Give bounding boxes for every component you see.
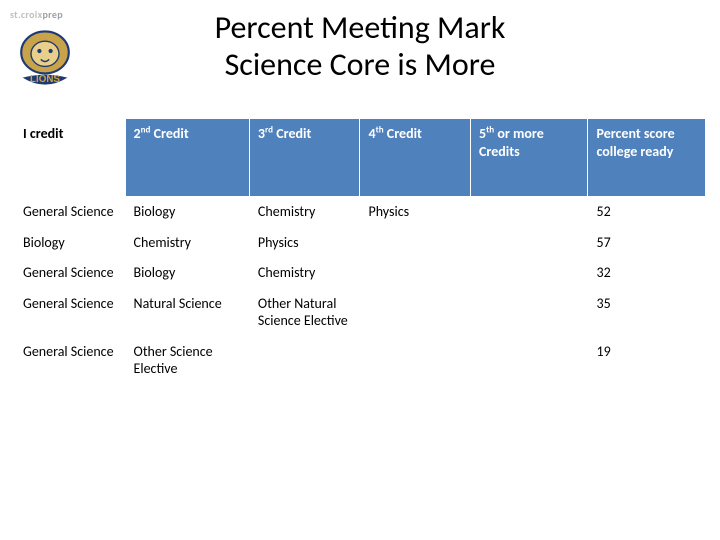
title-line2: Science Core is More (225, 45, 496, 84)
science-table: I credit2nd Credit3rd Credit4th Credit5t… (14, 118, 706, 385)
cell-0-0: General Science (15, 197, 126, 228)
cell-2-1: Biology (125, 258, 249, 289)
cell-4-4 (471, 336, 588, 384)
cell-1-0: Biology (15, 227, 126, 258)
table-body: General ScienceBiologyChemistryPhysics52… (15, 197, 706, 385)
cell-4-2 (249, 336, 360, 384)
cell-4-1: Other Science Elective (125, 336, 249, 384)
cell-3-5: 35 (588, 288, 706, 336)
cell-1-2: Physics (249, 227, 360, 258)
cell-3-1: Natural Science (125, 288, 249, 336)
col-header-5: Percent score college ready (588, 119, 706, 197)
cell-4-0: General Science (15, 336, 126, 384)
cell-0-1: Biology (125, 197, 249, 228)
cell-0-5: 52 (588, 197, 706, 228)
col-header-3: 4th Credit (360, 119, 471, 197)
cell-1-3 (360, 227, 471, 258)
col-header-1: 2nd Credit (125, 119, 249, 197)
cell-1-4 (471, 227, 588, 258)
cell-2-5: 32 (588, 258, 706, 289)
cell-3-2: Other Natural Science Elective (249, 288, 360, 336)
cell-2-2: Chemistry (249, 258, 360, 289)
col-header-4: 5th or more Credits (471, 119, 588, 197)
science-table-container: I credit2nd Credit3rd Credit4th Credit5t… (14, 118, 706, 385)
brand-line2: prep (42, 8, 62, 21)
cell-1-5: 57 (588, 227, 706, 258)
cell-1-1: Chemistry (125, 227, 249, 258)
logo-team-text: LIONS (30, 74, 60, 85)
cell-3-4 (471, 288, 588, 336)
lions-logo-icon: LIONS (10, 23, 80, 93)
cell-0-3: Physics (360, 197, 471, 228)
cell-4-5: 19 (588, 336, 706, 384)
table-row: General ScienceBiologyChemistryPhysics 52 (15, 197, 706, 228)
table-row: General ScienceOther Science Elective 19 (15, 336, 706, 384)
cell-2-3 (360, 258, 471, 289)
table-header: I credit2nd Credit3rd Credit4th Credit5t… (15, 119, 706, 197)
brand-text: st.croixprep (10, 8, 120, 21)
cell-0-4 (471, 197, 588, 228)
table-row: BiologyChemistryPhysics 57 (15, 227, 706, 258)
logo-area: st.croixprep LIONS (10, 8, 120, 98)
col-header-0: I credit (15, 119, 126, 197)
table-row: General ScienceNatural ScienceOther Natu… (15, 288, 706, 336)
col-header-2: 3rd Credit (249, 119, 360, 197)
cell-3-0: General Science (15, 288, 126, 336)
cell-3-3 (360, 288, 471, 336)
brand-line1: st.croix (10, 8, 42, 21)
title-line1: Percent Meeting Mark (215, 8, 506, 47)
cell-0-2: Chemistry (249, 197, 360, 228)
cell-2-0: General Science (15, 258, 126, 289)
cell-2-4 (471, 258, 588, 289)
table-row: General ScienceBiologyChemistry 32 (15, 258, 706, 289)
cell-4-3 (360, 336, 471, 384)
